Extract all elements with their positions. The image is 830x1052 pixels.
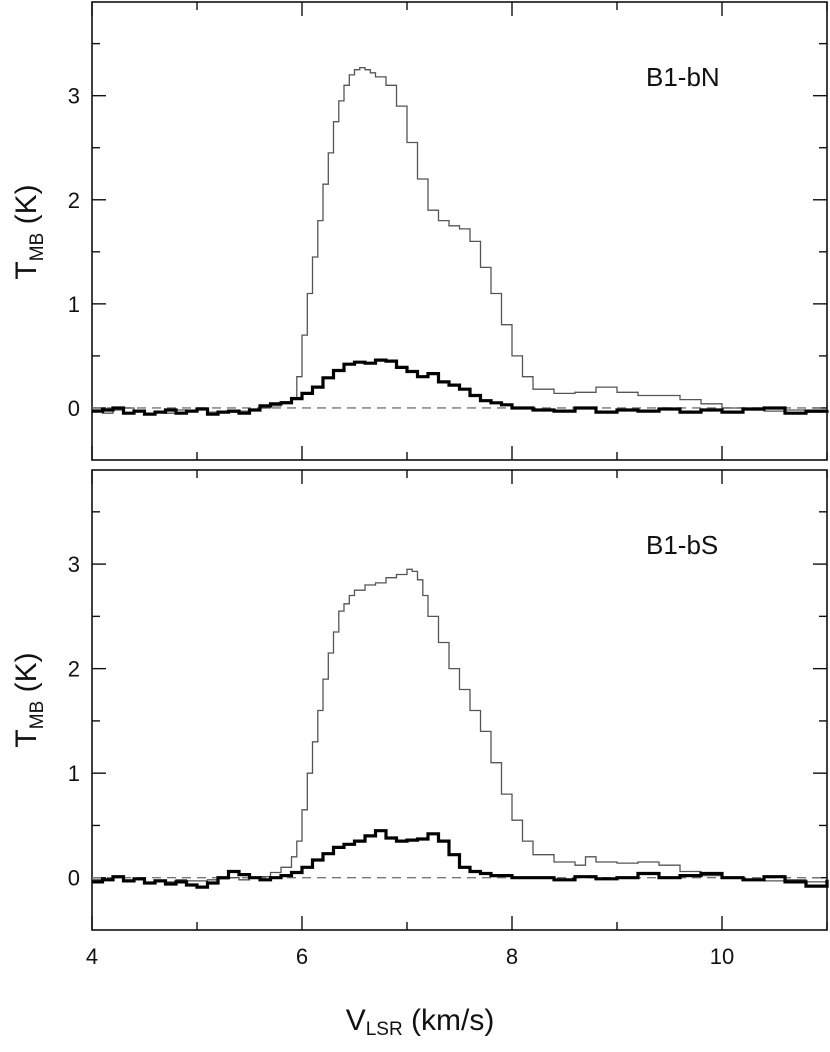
- x-tick-labels: 4 6 8 10: [86, 944, 734, 969]
- y-tick-label: 0: [68, 396, 80, 421]
- plot-frame: [91, 469, 828, 931]
- x-tick-label: 8: [506, 944, 518, 969]
- y-axis-title-unit: (K): [10, 652, 43, 700]
- plot-frame: [91, 1, 828, 461]
- x-tick-label: 6: [296, 944, 308, 969]
- y-axis-title-main: T: [10, 729, 43, 747]
- y-tick-labels: 0 1 2 3: [68, 84, 80, 421]
- x-axis-title-main: V: [346, 1004, 366, 1037]
- y-tick-label: 2: [68, 657, 80, 682]
- panel-label: B1-bN: [646, 62, 720, 92]
- y-tick-label: 0: [68, 866, 80, 891]
- y-tick-label: 2: [68, 188, 80, 213]
- y-axis-title-sub: MB: [27, 701, 48, 730]
- thin-spectrum-line: [92, 568, 828, 884]
- y-tick-labels: 0 1 2 3: [68, 552, 80, 891]
- x-axis-title-sub: LSR: [366, 1019, 403, 1040]
- y-axis-title-unit: (K): [10, 184, 43, 232]
- y-axis-title: TMB (K): [10, 184, 48, 279]
- thick-spectrum-line: [92, 829, 829, 889]
- x-axis-title: VLSR (km/s): [346, 1004, 495, 1040]
- x-tick-label: 4: [86, 944, 98, 969]
- panel-b1-bs: 0 1 2 3 4 6 8 10 B1-bS TMB (K) VLSR (km/s): [10, 469, 829, 1040]
- panel-b1-bn: 0 1 2 3 B1-bN TMB (K): [10, 1, 829, 461]
- spectra-series: [92, 66, 829, 416]
- y-axis-title-main: T: [10, 261, 43, 279]
- tick-marks: [91, 470, 828, 930]
- panel-label: B1-bS: [646, 530, 718, 560]
- y-axis-title: TMB (K): [10, 652, 48, 747]
- y-tick-label: 1: [68, 292, 80, 317]
- thin-spectrum-line: [92, 66, 828, 414]
- spectra-series: [92, 568, 829, 889]
- y-axis-title-sub: MB: [27, 233, 48, 262]
- x-axis-title-unit: (km/s): [403, 1004, 495, 1037]
- thick-spectrum-line: [92, 358, 829, 416]
- x-tick-label: 10: [710, 944, 734, 969]
- y-tick-label: 3: [68, 84, 80, 109]
- y-tick-label: 3: [68, 552, 80, 577]
- y-tick-label: 1: [68, 761, 80, 786]
